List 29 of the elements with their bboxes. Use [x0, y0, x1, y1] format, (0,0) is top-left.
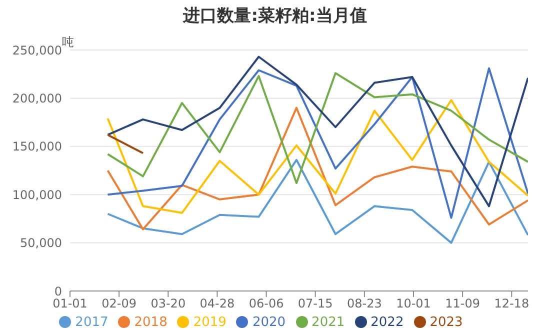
legend-label: 2017: [75, 315, 108, 330]
x-tick-label: 11-09: [445, 296, 480, 311]
legend-label: 2022: [370, 315, 404, 330]
legend-label: 2021: [312, 315, 345, 330]
x-tick-label: 07-15: [298, 296, 333, 311]
legend-label: 2020: [252, 315, 286, 330]
line-series: [106, 158, 528, 244]
x-tick-label: 10-01: [396, 296, 431, 311]
y-tick-label: 200,000: [12, 91, 62, 106]
legend-label: 2018: [134, 315, 168, 330]
y-axis-title: 吨: [62, 34, 74, 51]
x-tick-label: 01-01: [52, 296, 88, 311]
y-tick-label: 0: [54, 284, 62, 298]
line-series: [106, 72, 528, 184]
x-tick-label: 12-18: [494, 296, 530, 311]
line-series: [106, 106, 528, 230]
x-tick-label: 03-20: [150, 296, 186, 311]
x-tick-label: 04-28: [200, 296, 235, 311]
x-tick-label: 08-23: [346, 296, 382, 311]
legend-label: 2019: [193, 315, 226, 330]
y-tick-label: 50,000: [20, 236, 62, 250]
chart-title: 进口数量:菜籽粕:当月值: [182, 5, 368, 27]
y-tick-label: 250,000: [12, 43, 62, 58]
x-tick-label: 02-09: [102, 296, 137, 311]
y-tick-label: 100,000: [12, 188, 62, 202]
x-tick-label: 06-06: [248, 296, 284, 311]
line-series: [106, 99, 528, 214]
legend-label: 2023: [430, 315, 463, 330]
y-tick-label: 150,000: [12, 140, 62, 154]
